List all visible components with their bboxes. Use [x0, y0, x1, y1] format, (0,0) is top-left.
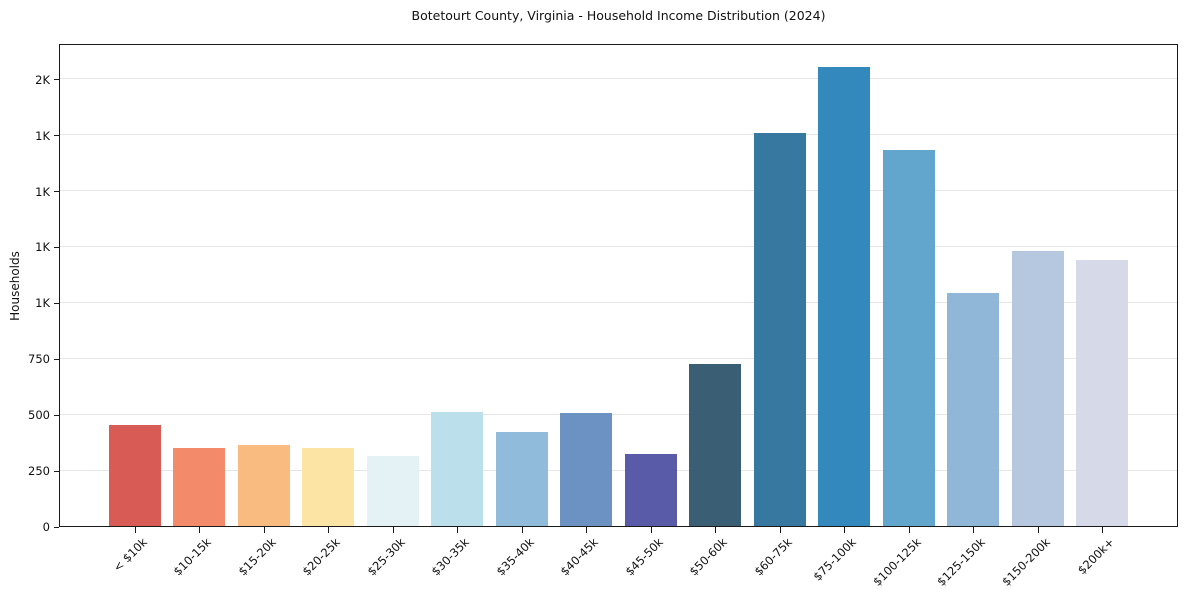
bar-$60-75k — [753, 133, 806, 526]
x-tick-label-$15-20k: $15-20k — [235, 535, 279, 579]
x-tick-label-$50-60k: $50-60k — [686, 535, 731, 579]
bar-$125-150k — [947, 292, 1000, 526]
bar-$10-15k — [173, 447, 226, 526]
x-tick-mark-< $10k — [134, 527, 136, 533]
y-tick-mark-750 — [54, 358, 59, 360]
gridline-y-500 — [60, 413, 1177, 415]
chart-title: Botetourt County, Virginia - Household I… — [411, 8, 826, 23]
gridline-y-750 — [60, 357, 1177, 359]
y-axis-label: Households — [8, 251, 22, 321]
x-tick-label-$10-15k: $10-15k — [170, 535, 214, 579]
x-tick-mark-$200k+ — [1102, 527, 1104, 533]
x-tick-label-$35-40k: $35-40k — [493, 535, 537, 579]
x-tick-mark-$10-15k — [199, 527, 201, 533]
bar-$50-60k — [689, 364, 742, 526]
x-tick-label-< $10k: < $10k — [109, 535, 150, 575]
gridline-y-1000 — [60, 301, 1177, 303]
bar-$35-40k — [495, 431, 548, 526]
x-tick-label-$125-150k: $125-150k — [934, 535, 989, 589]
x-tick-label-$150-200k: $150-200k — [999, 535, 1053, 589]
x-tick-label-$100-125k: $100-125k — [869, 535, 924, 589]
y-tick-label-500: 500 — [28, 408, 50, 423]
x-tick-label-$60-75k: $60-75k — [751, 535, 795, 579]
x-tick-mark-$35-40k — [521, 527, 523, 533]
y-tick-mark-0 — [54, 526, 59, 528]
x-tick-label-$20-25k: $20-25k — [299, 535, 343, 579]
x-tick-mark-$100-125k — [908, 527, 910, 533]
gridline-y-1500 — [60, 190, 1177, 192]
x-tick-mark-$150-200k — [1037, 527, 1039, 533]
y-tick-label-1750: 1K — [35, 128, 50, 143]
x-tick-mark-$45-50k — [650, 527, 652, 533]
x-tick-mark-$15-20k — [263, 527, 265, 533]
x-tick-label-$75-100k: $75-100k — [810, 535, 860, 584]
bar-$100-125k — [882, 150, 935, 526]
y-tick-label-1500: 1K — [35, 184, 50, 199]
x-tick-mark-$25-30k — [392, 527, 394, 533]
x-tick-label-$45-50k: $45-50k — [622, 535, 666, 579]
x-tick-mark-$20-25k — [328, 527, 330, 533]
x-tick-mark-$50-60k — [715, 527, 717, 533]
bar-$15-20k — [237, 445, 290, 526]
y-tick-mark-500 — [54, 414, 59, 416]
bar-$20-25k — [302, 448, 355, 526]
bar-$75-100k — [818, 66, 871, 526]
x-tick-label-$200k+: $200k+ — [1075, 535, 1118, 578]
plot-area — [59, 44, 1178, 527]
bar-$25-30k — [366, 456, 419, 526]
x-tick-mark-$75-100k — [844, 527, 846, 533]
y-tick-label-0: 0 — [42, 520, 50, 534]
y-tick-mark-2000 — [54, 79, 59, 81]
bar-$200k+ — [1076, 260, 1129, 526]
gridline-y-1750 — [60, 134, 1177, 136]
gridline-y-2000 — [60, 78, 1177, 80]
x-tick-mark-$40-45k — [586, 527, 588, 533]
x-tick-mark-$125-150k — [973, 527, 975, 533]
y-tick-label-1000: 1K — [35, 296, 50, 311]
y-tick-mark-1500 — [54, 191, 59, 193]
y-tick-mark-250 — [54, 470, 59, 472]
x-tick-mark-$30-35k — [457, 527, 459, 533]
y-tick-mark-1250 — [54, 246, 59, 248]
y-tick-label-1250: 1K — [35, 240, 50, 255]
y-tick-label-750: 750 — [28, 352, 50, 367]
x-tick-mark-$60-75k — [779, 527, 781, 533]
y-tick-label-250: 250 — [28, 464, 50, 479]
bar-< $10k — [108, 424, 161, 526]
y-tick-mark-1750 — [54, 135, 59, 137]
y-tick-mark-1000 — [54, 302, 59, 304]
bar-$40-45k — [560, 412, 613, 526]
x-tick-label-$40-45k: $40-45k — [557, 535, 602, 579]
bar-$45-50k — [624, 454, 677, 526]
bar-$30-35k — [431, 411, 484, 526]
gridline-y-1250 — [60, 246, 1177, 247]
gridline-y-250 — [60, 469, 1177, 471]
bar-$150-200k — [1011, 251, 1064, 526]
x-tick-label-$30-35k: $30-35k — [428, 535, 473, 579]
x-tick-label-$25-30k: $25-30k — [364, 535, 408, 579]
y-tick-label-2000: 2K — [35, 72, 50, 87]
